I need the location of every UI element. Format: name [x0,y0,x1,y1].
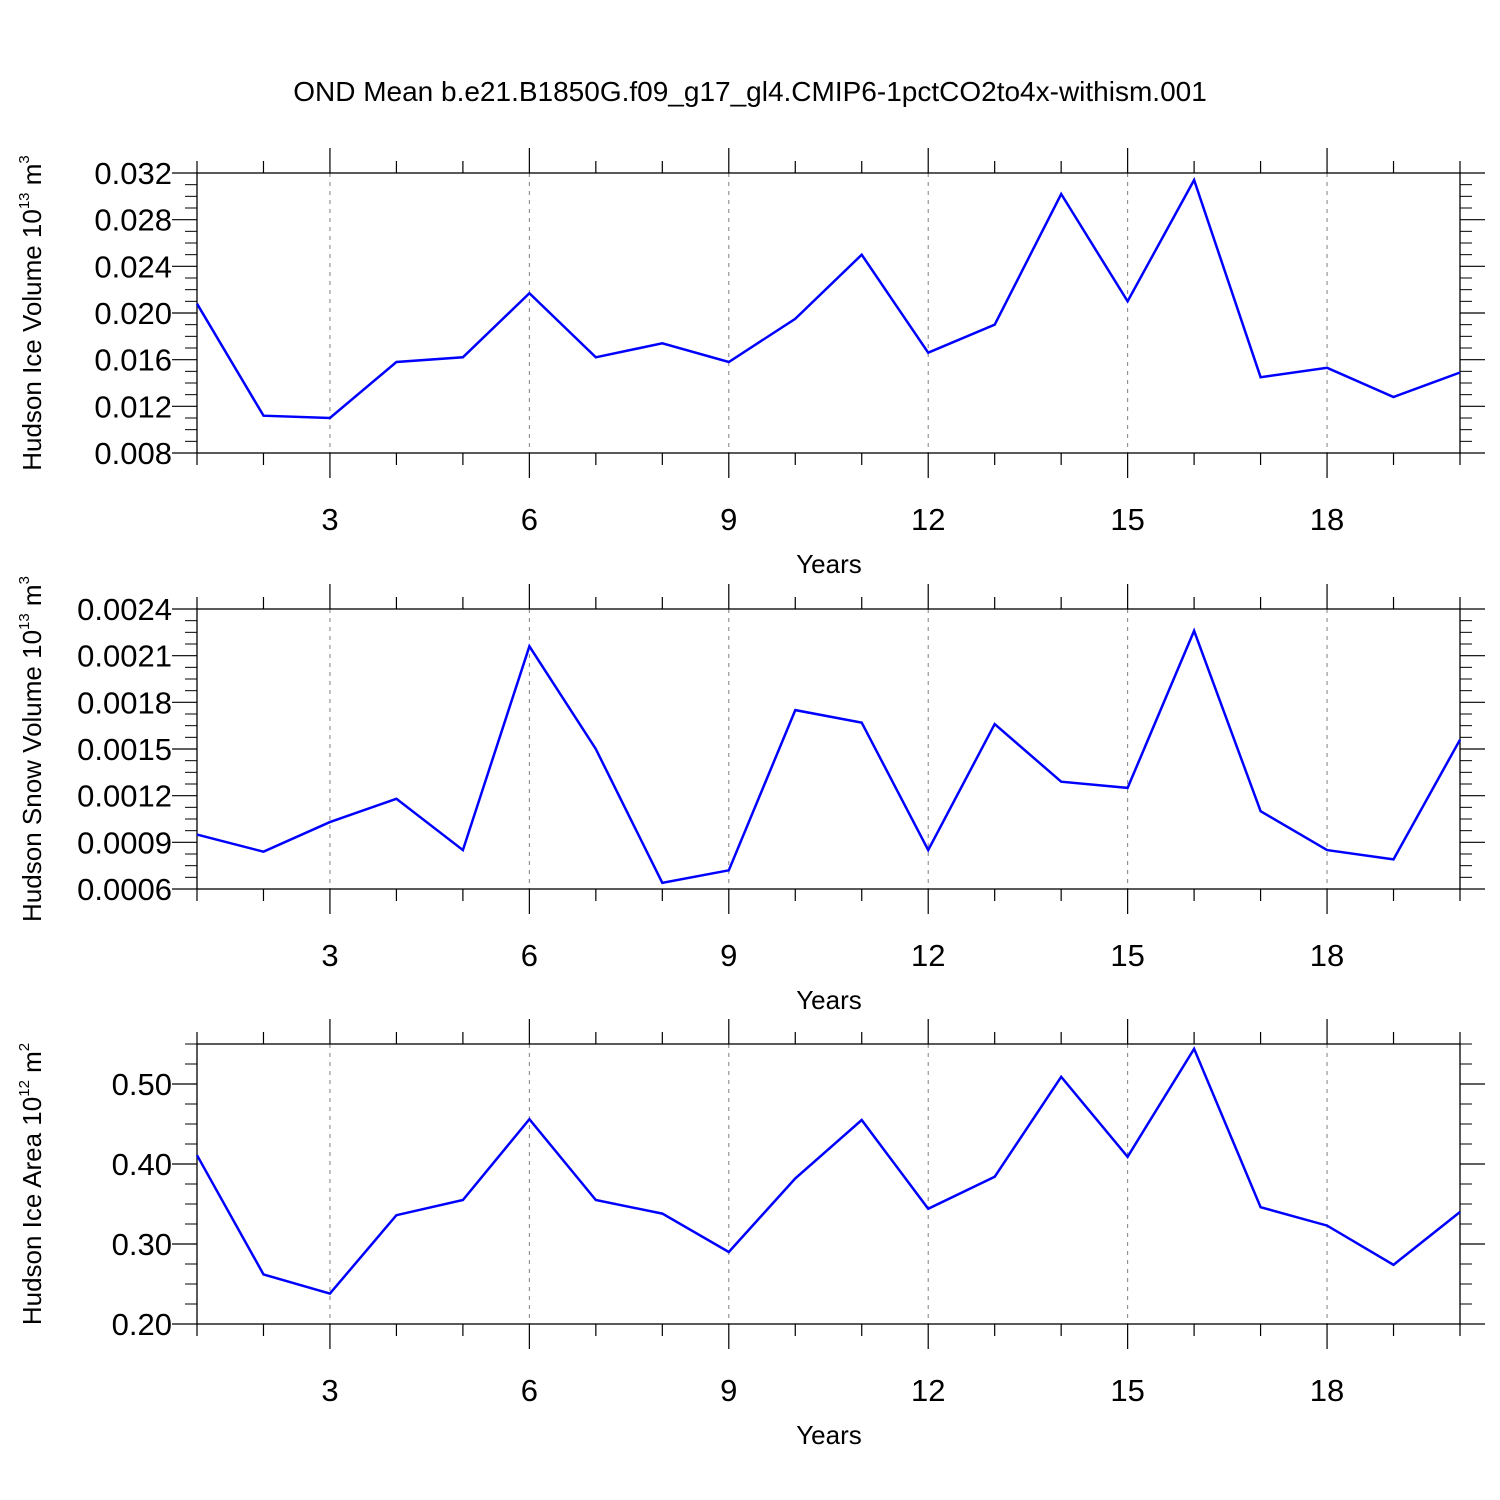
y-tick-label: 0.016 [94,343,172,378]
y-tick-label: 0.0012 [77,779,172,814]
plot-frame [196,1043,1461,1325]
x-axis-label: Years [796,985,862,1015]
series-line [196,627,1462,885]
y-tick-label: 0.0006 [77,872,172,907]
x-tick-label: 12 [911,1373,945,1408]
y-tick-label: 0.012 [94,389,172,424]
y-tick-label: 0.0015 [77,732,172,767]
x-tick-label: 6 [521,1373,538,1408]
x-tick-label: 6 [521,938,538,973]
x-tick-label: 9 [720,1373,737,1408]
y-tick-label: 0.0009 [77,825,172,860]
y-tick-label: 0.30 [112,1227,172,1262]
y-tick-label: 0.20 [112,1307,172,1342]
y-tick-label: 0.0021 [77,639,172,674]
x-axis-label: Years [796,549,862,579]
y-axis-label: Hudson Ice Volume 1013 m3 [16,155,47,471]
x-axis-label: Years [796,1420,862,1450]
x-tick-label: 3 [321,502,338,537]
x-tick-label: 3 [321,1373,338,1408]
x-tick-label: 12 [911,938,945,973]
y-tick-label: 0.032 [94,156,172,191]
y-tick-label: 0.024 [94,249,172,284]
y-tick-label: 0.008 [94,436,172,471]
y-tick-label: 0.020 [94,296,172,331]
figure-title: OND Mean b.e21.B1850G.f09_g17_gl4.CMIP6-… [293,76,1207,107]
y-tick-label: 0.50 [112,1067,172,1102]
y-tick-label: 0.0024 [77,592,172,627]
x-tick-label: 9 [720,502,737,537]
y-tick-label: 0.0018 [77,685,172,720]
x-tick-label: 3 [321,938,338,973]
y-axis-label: Hudson Ice Area 1012 m2 [16,1043,47,1325]
series-line [195,1046,1461,1296]
x-tick-label: 15 [1110,1373,1144,1408]
y-axis-label: Hudson Snow Volume 1013 m3 [16,576,47,922]
chart-panel-1: 0.008 0.012 0.016 0.020 0.024 0.028 0.032 3 6 9 12… [16,148,1485,579]
x-tick-label: 15 [1110,938,1144,973]
x-tick-label: 18 [1310,502,1344,537]
x-tick-label: 18 [1310,938,1344,973]
plot-frame [196,608,1461,890]
x-tick-label: 6 [521,502,538,537]
x-tick-label: 18 [1310,1373,1344,1408]
panels: 0.008 0.012 0.016 0.020 0.024 0.028 0.032 3 6 9 12… [16,148,1485,1450]
x-tick-label: 15 [1110,502,1144,537]
chart-panel-2: 0.0006 0.0009 0.0012 0.0015 0.0018 0.0021 0.00… [16,576,1485,1015]
x-tick-label: 12 [911,502,945,537]
x-tick-label: 9 [720,938,737,973]
plot-frame [196,172,1461,454]
y-tick-label: 0.028 [94,203,172,238]
chart-panel-3: 0.20 0.30 0.40 0.50 3 6 9 12 15 18 Years Hudson Ice… [16,1019,1485,1450]
series-line [195,176,1461,420]
y-tick-label: 0.40 [112,1147,172,1182]
